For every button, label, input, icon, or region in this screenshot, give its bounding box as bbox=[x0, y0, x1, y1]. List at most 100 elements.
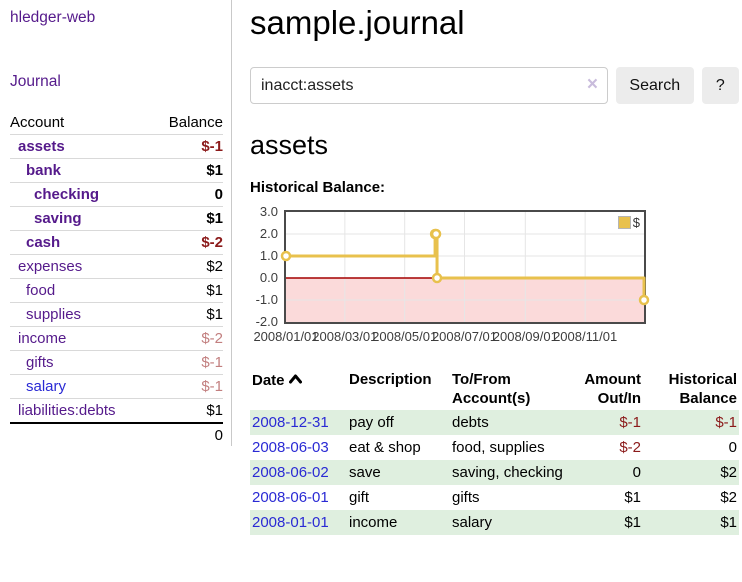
account-row: saving $1 bbox=[10, 206, 223, 231]
search-input-wrap: × bbox=[250, 67, 608, 104]
account-page-title: assets bbox=[250, 130, 329, 160]
transaction-description: pay off bbox=[347, 410, 450, 435]
transaction-date-link[interactable]: 2008-12-31 bbox=[252, 414, 329, 431]
transaction-row: 2008-06-03 eat & shop food, supplies $-2 0 bbox=[250, 435, 739, 460]
transaction-description: income bbox=[347, 510, 450, 535]
search-button[interactable]: Search bbox=[616, 67, 694, 104]
sidebar-item-journal[interactable]: Journal bbox=[10, 73, 61, 90]
account-row: salary $-1 bbox=[10, 374, 223, 399]
chart-plot: $ bbox=[280, 210, 650, 324]
transaction-balance: $2 bbox=[643, 460, 739, 485]
account-balance: $2 bbox=[150, 254, 223, 279]
column-header-tofrom: To/From Account(s) bbox=[452, 371, 531, 407]
transaction-accounts: salary bbox=[450, 510, 567, 535]
accounts-total-row: 0 bbox=[10, 422, 223, 447]
account-link-assets[interactable]: assets bbox=[18, 138, 65, 155]
transaction-date-link[interactable]: 2008-01-01 bbox=[252, 514, 329, 531]
account-balance: $1 bbox=[150, 398, 223, 424]
register-header-row: Date Description To/From Account(s) Amou… bbox=[250, 368, 739, 410]
account-row: bank $1 bbox=[10, 158, 223, 183]
chart-legend: $ bbox=[617, 215, 640, 230]
accounts-header-account: Account bbox=[10, 111, 151, 135]
register-table: Date Description To/From Account(s) Amou… bbox=[250, 368, 739, 535]
account-link-expenses[interactable]: expenses bbox=[18, 258, 83, 275]
transaction-row: 2008-06-02 save saving, checking 0 $2 bbox=[250, 460, 739, 485]
transaction-date-link[interactable]: 2008-06-02 bbox=[252, 464, 329, 481]
transaction-accounts: saving, checking bbox=[450, 460, 567, 485]
transaction-date-link[interactable]: 2008-06-03 bbox=[252, 439, 329, 456]
x-tick-label: 2008/07/01 bbox=[431, 329, 498, 344]
account-link-cash[interactable]: cash bbox=[26, 234, 61, 251]
account-link-liabilities-debts[interactable]: liabilities:debts bbox=[18, 402, 116, 419]
account-row: cash $-2 bbox=[10, 230, 223, 255]
account-balance: $1 bbox=[150, 206, 223, 231]
transaction-description: save bbox=[347, 460, 450, 485]
accounts-table: Account Balance assets $-1 bank $1 checking 0… bbox=[10, 111, 223, 447]
account-row: checking 0 bbox=[10, 182, 223, 207]
transaction-balance: 0 bbox=[728, 439, 737, 456]
account-row: supplies $1 bbox=[10, 302, 223, 327]
transaction-accounts: food, supplies bbox=[452, 439, 545, 456]
account-link-gifts[interactable]: gifts bbox=[26, 354, 54, 371]
sort-up-icon bbox=[288, 370, 302, 389]
legend-label: $ bbox=[632, 215, 640, 230]
account-balance: $1 bbox=[150, 278, 223, 303]
y-tick-label: 3.0 bbox=[259, 204, 278, 219]
accounts-total-value: 0 bbox=[150, 422, 223, 447]
clear-search-icon[interactable]: × bbox=[586, 74, 598, 95]
x-tick-label: 2008/01/01 bbox=[253, 329, 319, 344]
account-balance: $-2 bbox=[150, 230, 223, 255]
help-button[interactable]: ? bbox=[701, 67, 739, 104]
transaction-amount: $-1 bbox=[567, 410, 643, 435]
column-header-amount: Amount Out/In bbox=[584, 371, 641, 407]
account-balance: 0 bbox=[150, 182, 223, 207]
account-link-supplies[interactable]: supplies bbox=[26, 306, 82, 323]
account-row: assets $-1 bbox=[10, 134, 223, 159]
y-tick-label: 1.0 bbox=[259, 248, 278, 263]
account-balance: $1 bbox=[150, 158, 223, 183]
transaction-amount: $1 bbox=[624, 489, 641, 506]
y-tick-label: 2.0 bbox=[259, 226, 278, 241]
transaction-description: gift bbox=[349, 489, 370, 506]
accounts-total-spacer bbox=[10, 422, 151, 447]
account-link-bank[interactable]: bank bbox=[26, 162, 62, 179]
account-balance: $1 bbox=[150, 302, 223, 327]
account-link-salary[interactable]: salary bbox=[26, 378, 67, 395]
column-header-balance: Historical Balance bbox=[668, 371, 737, 407]
account-link-food[interactable]: food bbox=[26, 282, 56, 299]
transaction-accounts: debts bbox=[450, 410, 567, 435]
search-input[interactable] bbox=[250, 67, 608, 104]
column-header-description: Description bbox=[349, 371, 432, 388]
transaction-date-link[interactable]: 2008-06-01 bbox=[252, 489, 329, 506]
account-link-saving[interactable]: saving bbox=[34, 210, 82, 227]
account-balance: $-1 bbox=[150, 374, 223, 399]
transaction-balance: $1 bbox=[643, 510, 739, 535]
account-balance: $-1 bbox=[150, 134, 223, 159]
historical-balance-chart: $ 3.0 2.0 1.0 0.0 -1.0 -2.0 2008/01/01 2008/03… bbox=[250, 204, 730, 352]
transaction-balance: $-1 bbox=[643, 410, 739, 435]
sidebar: hledger-web Journal Account Balance asse… bbox=[0, 0, 232, 447]
x-tick-label: 2008/05/01 bbox=[372, 329, 438, 344]
main-content: sample.journal × Search ? assets Histori… bbox=[250, 0, 739, 535]
column-header-date[interactable]: Date bbox=[250, 368, 347, 410]
transaction-row: 2008-01-01 income salary $1 $1 bbox=[250, 510, 739, 535]
account-link-checking[interactable]: checking bbox=[34, 186, 100, 203]
y-tick-label: -1.0 bbox=[255, 292, 278, 307]
accounts-header-balance: Balance bbox=[150, 111, 223, 135]
register-body: 2008-12-31 pay off debts $-1 $-1 2008-06-03 ea… bbox=[250, 410, 739, 535]
legend-swatch bbox=[617, 216, 631, 229]
account-row: food $1 bbox=[10, 278, 223, 303]
accounts-header-row: Account Balance bbox=[10, 111, 223, 135]
x-tick-label: 2008/09/01 bbox=[492, 329, 558, 344]
accounts-body: assets $-1 bank $1 checking 0 saving $1 cash $-2 e… bbox=[10, 134, 223, 424]
y-tick-label: 0.0 bbox=[259, 270, 278, 285]
y-tick-label: -2.0 bbox=[255, 314, 278, 329]
account-link-income[interactable]: income bbox=[18, 330, 67, 347]
account-row: expenses $2 bbox=[10, 254, 223, 279]
brand-link[interactable]: hledger-web bbox=[10, 9, 96, 26]
account-row: gifts $-1 bbox=[10, 350, 223, 375]
page-title: sample.journal bbox=[250, 4, 465, 41]
transaction-amount: $-2 bbox=[619, 439, 641, 456]
account-row: liabilities:debts $1 bbox=[10, 398, 223, 424]
search-form: × Search ? bbox=[250, 67, 739, 104]
